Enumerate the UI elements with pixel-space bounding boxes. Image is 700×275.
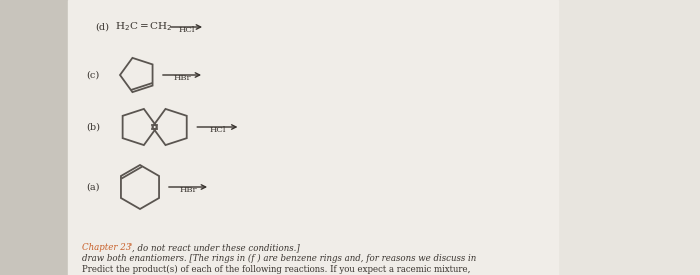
Text: °: ° [128, 243, 132, 251]
Text: HBr: HBr [174, 74, 190, 82]
Text: (b): (b) [86, 122, 100, 131]
Bar [68, 0, 558, 275]
Text: Chapter 23: Chapter 23 [82, 243, 132, 252]
Text: Predict the product(s) of each of the following reactions. If you expect a racem: Predict the product(s) of each of the fo… [82, 265, 470, 274]
Bar [0, 0, 68, 275]
Text: HBr: HBr [179, 186, 197, 194]
Text: draw both enantiomers. [The rings in (f ) are benzene rings and, for reasons we : draw both enantiomers. [The rings in (f … [82, 254, 476, 263]
Text: (d): (d) [95, 23, 109, 32]
Text: HCl: HCl [209, 126, 225, 134]
Text: (a): (a) [86, 183, 99, 191]
Text: (c): (c) [86, 70, 99, 79]
Text: HCl: HCl [178, 26, 195, 34]
Text: H$_2$C$=$CH$_2$: H$_2$C$=$CH$_2$ [115, 21, 173, 33]
Text: , do not react under these conditions.]: , do not react under these conditions.] [132, 243, 300, 252]
